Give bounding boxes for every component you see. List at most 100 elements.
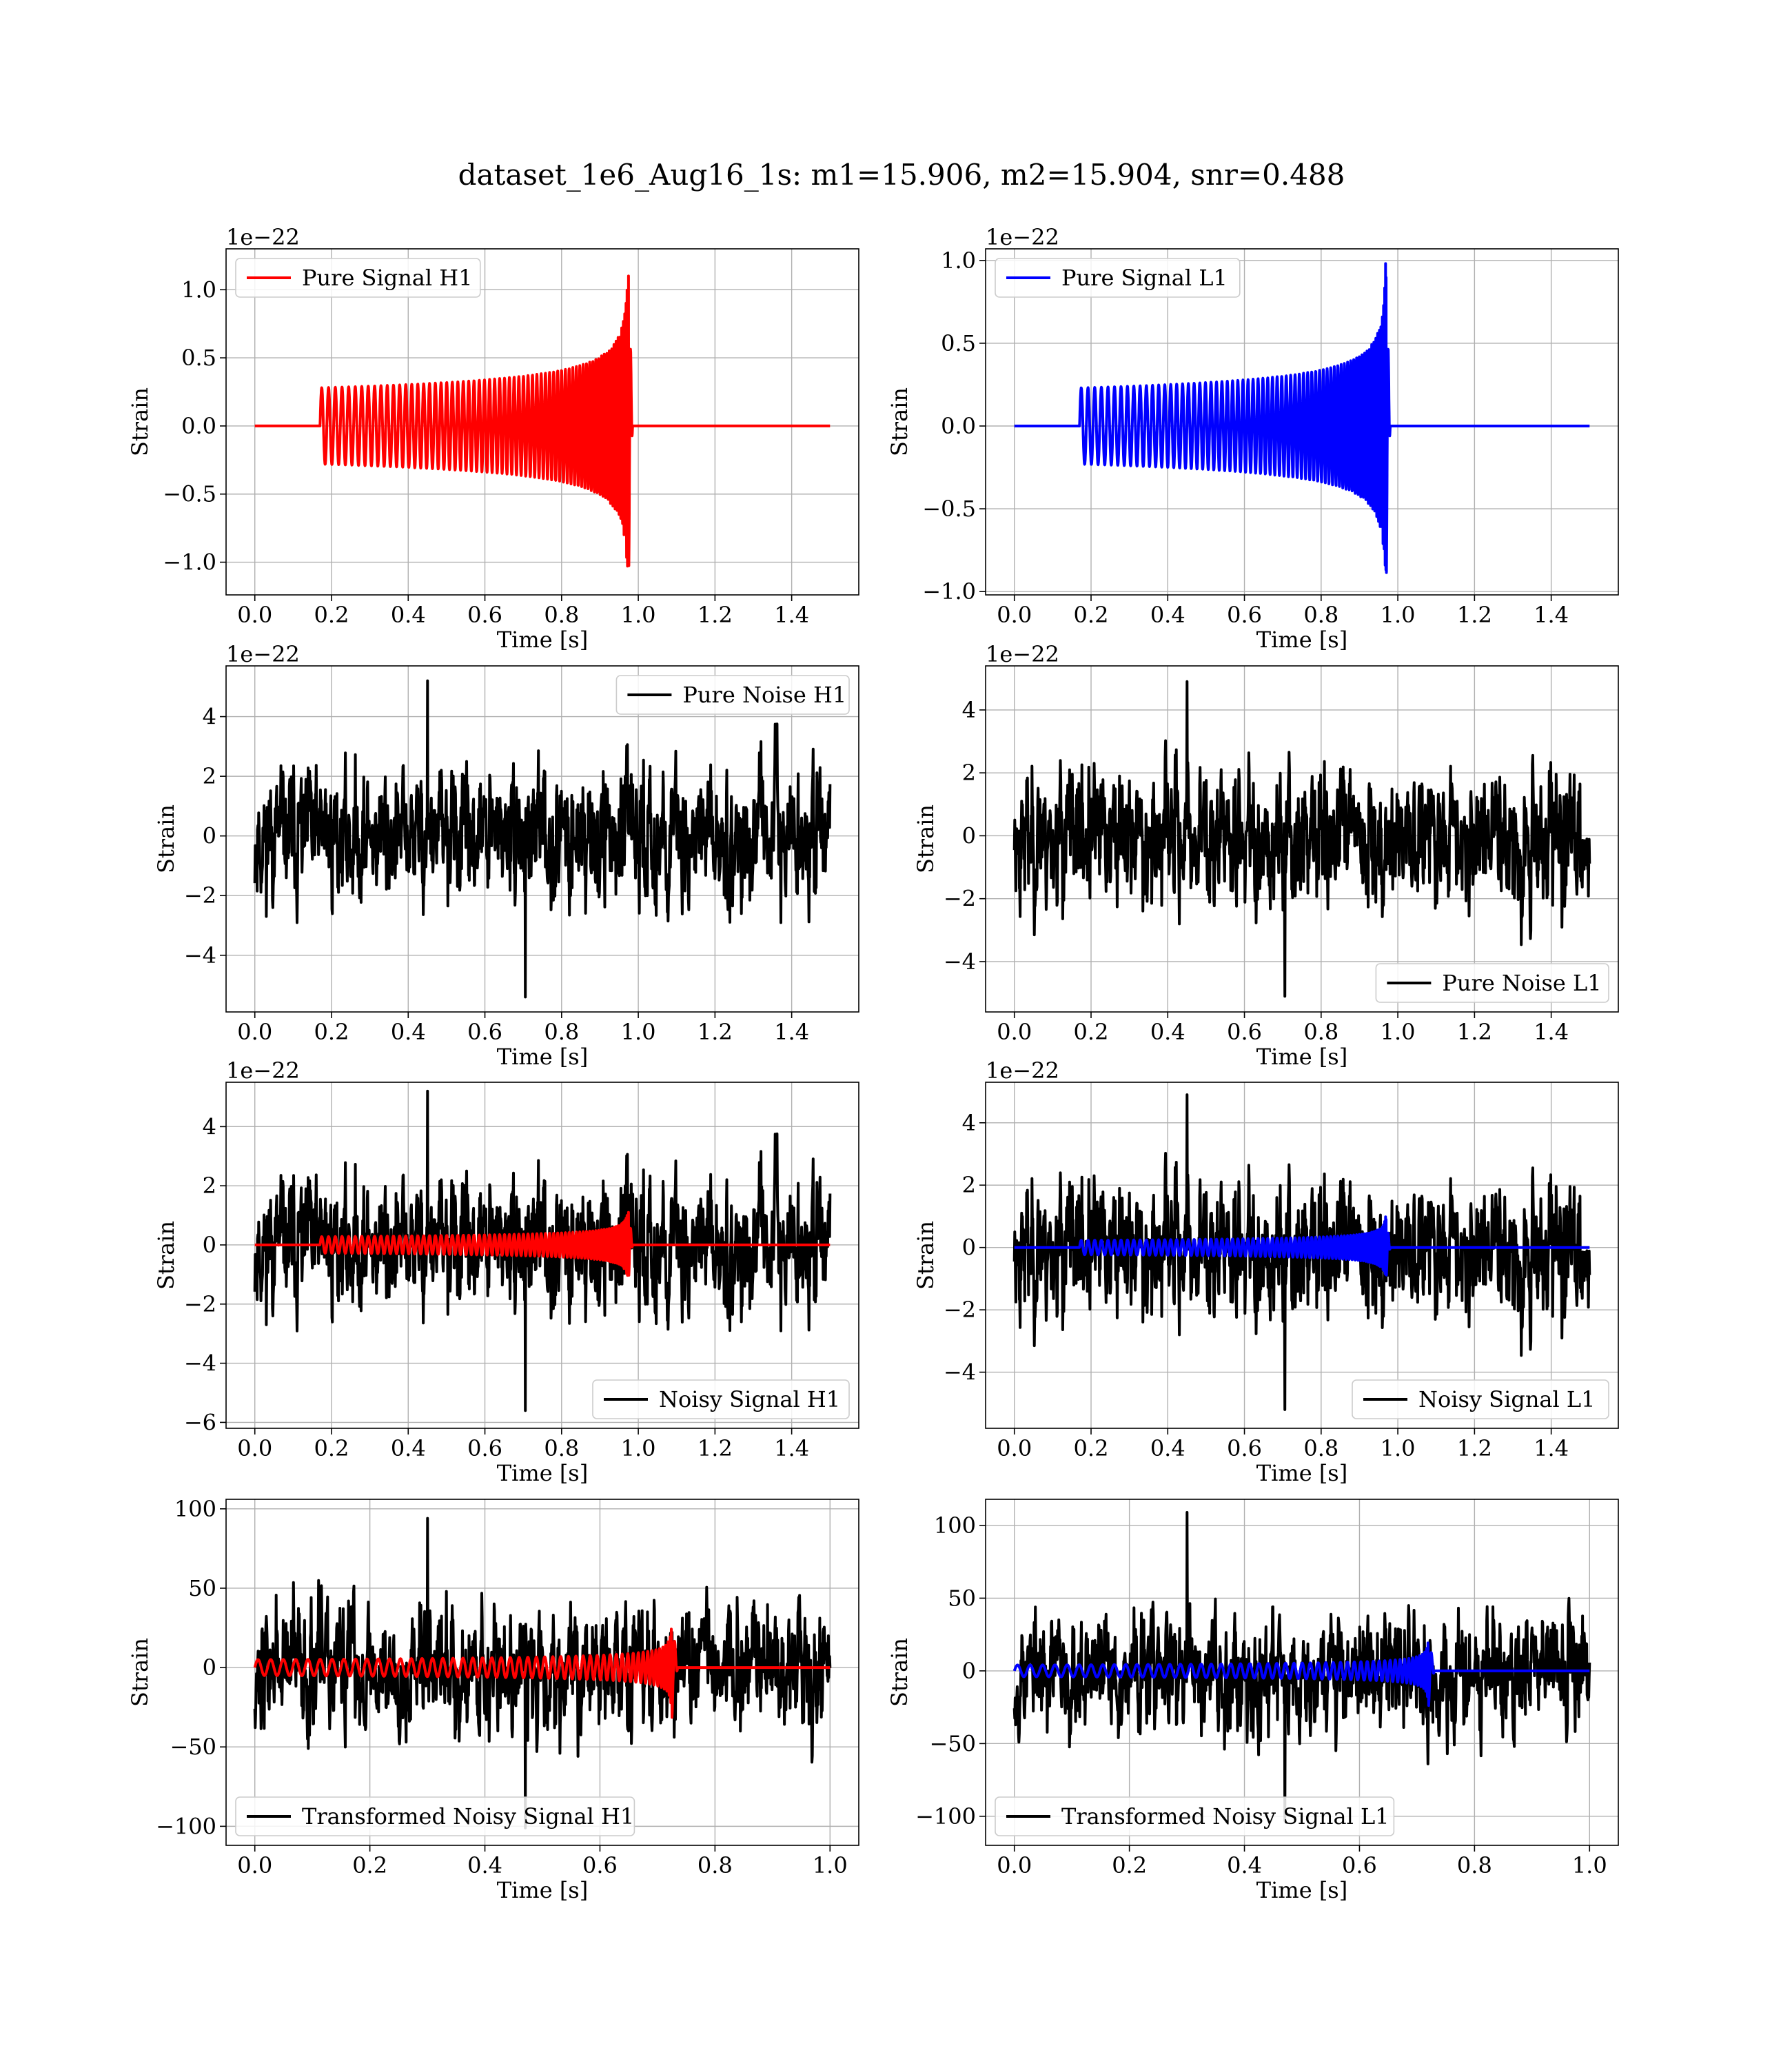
x-tick-label: 0.6 (467, 602, 502, 628)
legend-entry: Pure Signal L1 (1061, 265, 1228, 291)
y-offset-label: 1e−22 (986, 1057, 1059, 1084)
x-tick-label: 0.4 (1150, 1435, 1185, 1461)
series-line-pure-noise-l1 (1012, 680, 1591, 998)
y-tick-label: 4 (203, 1113, 216, 1139)
panel-transformed-noisy-signal-l1: 0.0 0.2 0.4 0.6 0.8 1.0 −100 −50 0 50 100 Time [s] S… (886, 1499, 1619, 1903)
y-tick-label: 1.0 (941, 247, 976, 274)
legend: Transformed Noisy Signal H1 (235, 1796, 635, 1836)
x-tick-label: 0.0 (997, 1852, 1032, 1878)
x-tick-label: 0.8 (1457, 1852, 1492, 1878)
x-tick-label: 1.4 (1534, 1435, 1569, 1461)
x-tick-label: 0.2 (352, 1852, 387, 1878)
x-tick-label: 1.2 (1457, 602, 1492, 628)
axes-frame (225, 248, 859, 596)
plot-area (1012, 1093, 1591, 1411)
x-axis-label: Time [s] (1256, 1460, 1347, 1486)
x-tick-label: 0.8 (544, 1435, 579, 1461)
x-tick-label: 1.4 (774, 602, 809, 628)
x-axis-label: Time [s] (497, 1877, 588, 1903)
x-tick-label: 0.8 (544, 1019, 579, 1045)
x-tick-label: 0.8 (1303, 1435, 1338, 1461)
x-tick-label: 0.6 (467, 1019, 502, 1045)
x-tick-label: 0.6 (1227, 1019, 1262, 1045)
plot-area (1012, 1511, 1591, 1823)
subplot-grid: 0.0 0.2 0.4 0.6 0.8 1.0 1.2 1.4 −1.0 −0.5 0.0 0.5 1.… (127, 224, 1619, 1903)
legend: Pure Noise H1 (615, 675, 850, 715)
y-offset-label: 1e−22 (986, 224, 1059, 250)
legend-entry: Noisy Signal H1 (659, 1386, 840, 1412)
legend-box (1375, 963, 1609, 1003)
x-tick-label: 1.4 (774, 1435, 809, 1461)
plot-area (253, 1089, 832, 1412)
axes-frame (985, 248, 1619, 596)
x-tick-label: 0.4 (1150, 1019, 1185, 1045)
legend-entry: Transformed Noisy Signal H1 (302, 1803, 634, 1829)
x-tick-label: 0.2 (314, 1019, 349, 1045)
x-axis-label: Time [s] (497, 1460, 588, 1486)
x-tick-label: 0.0 (997, 602, 1032, 628)
y-tick-label: 0 (203, 1232, 216, 1258)
plot-area (1013, 262, 1591, 574)
legend-entry: Transformed Noisy Signal L1 (1061, 1803, 1389, 1829)
x-tick-label: 1.4 (1534, 602, 1569, 628)
y-tick-label: 50 (948, 1585, 976, 1611)
grid (986, 249, 1618, 595)
legend: Pure Noise L1 (1375, 963, 1609, 1003)
x-tick-label: 1.2 (1457, 1435, 1492, 1461)
x-tick-label: 0.2 (314, 602, 349, 628)
y-tick-label: −0.5 (163, 481, 216, 507)
plot-area (253, 1517, 832, 1829)
legend-box (235, 258, 481, 298)
y-tick-label: 0.0 (181, 413, 216, 439)
panel-pure-noise-l1: 0.0 0.2 0.4 0.6 0.8 1.0 1.2 1.4 −4 −2 0 2 4 Time [s] S… (913, 641, 1619, 1070)
x-tick-label: 0.4 (391, 1019, 426, 1045)
legend-box (615, 675, 850, 715)
x-tick-label: 0.6 (1227, 602, 1262, 628)
legend-entry: Pure Noise H1 (682, 682, 846, 708)
x-tick-label: 0.0 (237, 1852, 272, 1878)
plot-area (253, 679, 832, 999)
x-axis-label: Time [s] (1256, 1877, 1347, 1903)
x-tick-label: 0.0 (237, 1019, 272, 1045)
legend-entry: Pure Noise L1 (1442, 970, 1601, 996)
legend-box (995, 258, 1241, 298)
x-tick-label: 0.0 (237, 602, 272, 628)
legend: Transformed Noisy Signal L1 (995, 1796, 1395, 1836)
y-tick-label: −1.0 (163, 549, 216, 576)
y-tick-label: 0 (962, 822, 976, 849)
y-tick-label: −50 (170, 1734, 216, 1760)
y-tick-label: 2 (962, 760, 976, 786)
y-offset-label: 1e−22 (986, 641, 1059, 667)
x-tick-label: 1.0 (621, 602, 656, 628)
series-line-chirp-overlay (253, 1628, 831, 1719)
axes-frame (985, 1082, 1619, 1429)
y-axis-label: Strain (153, 804, 179, 873)
y-tick-label: −2 (184, 882, 216, 909)
y-tick-label: 4 (962, 697, 976, 723)
y-tick-label: −4 (944, 1359, 976, 1386)
panel-pure-noise-h1: 0.0 0.2 0.4 0.6 0.8 1.0 1.2 1.4 −4 −2 0 2 4 Time [s] S… (153, 641, 859, 1070)
y-tick-label: −2 (184, 1291, 216, 1317)
x-tick-label: 0.8 (544, 602, 579, 628)
series-line-pure-signal-h1 (254, 274, 831, 568)
x-tick-label: 1.4 (774, 1019, 809, 1045)
y-tick-label: 2 (203, 763, 216, 789)
x-tick-label: 0.8 (1303, 1019, 1338, 1045)
y-tick-label: 2 (203, 1173, 216, 1199)
x-axis-label: Time [s] (497, 627, 588, 653)
x-tick-label: 1.2 (1457, 1019, 1492, 1045)
x-tick-label: 1.0 (813, 1852, 848, 1878)
figure-title: dataset_1e6_Aug16_1s: m1=15.906, m2=15.9… (458, 158, 1345, 192)
legend-box (592, 1379, 850, 1419)
plot-area (1012, 680, 1591, 998)
y-tick-label: −4 (184, 1350, 216, 1377)
x-tick-label: 0.6 (582, 1852, 618, 1878)
legend: Noisy Signal H1 (592, 1379, 850, 1419)
y-tick-label: 4 (203, 704, 216, 730)
y-tick-label: 0 (203, 823, 216, 849)
y-tick-label: −2 (944, 1297, 976, 1323)
legend-entry: Pure Signal H1 (302, 265, 473, 291)
y-tick-label: 0.5 (941, 330, 976, 356)
x-tick-label: 0.6 (1342, 1852, 1377, 1878)
